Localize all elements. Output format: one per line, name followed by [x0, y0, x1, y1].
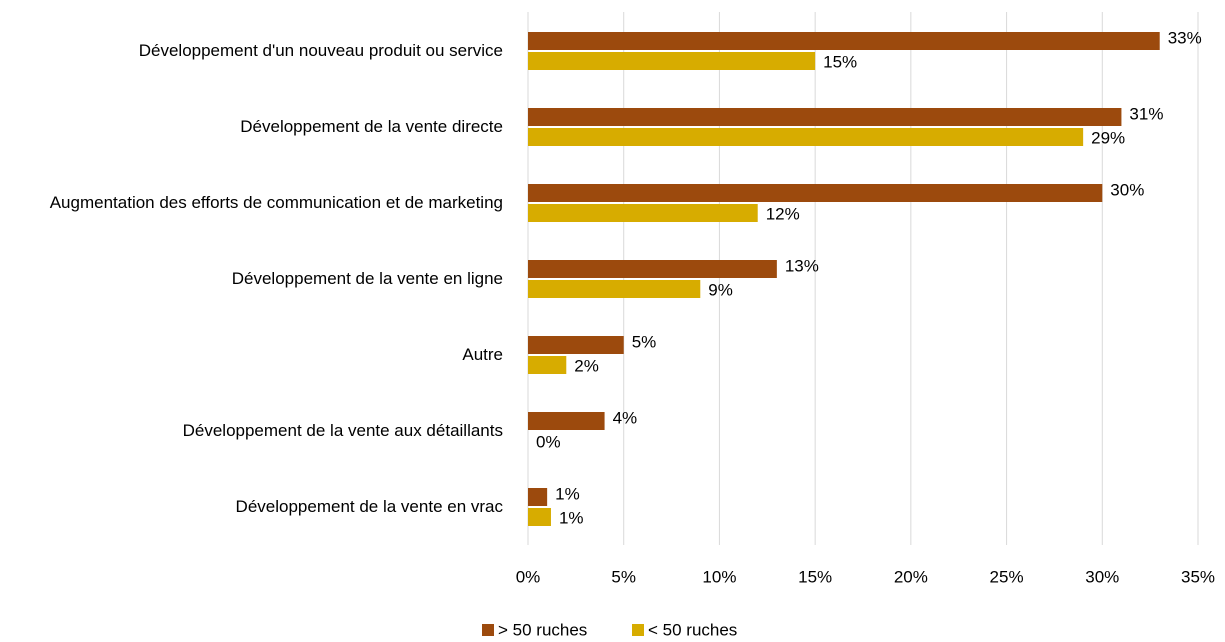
- bar: [528, 32, 1160, 50]
- category-text: Autre: [462, 345, 503, 364]
- data-label: 30%: [1110, 180, 1144, 199]
- category-text: Développement de la vente en ligne: [231, 269, 503, 288]
- category-label: Développement de la vente directe: [6, 115, 503, 139]
- category-text: Développement de la vente directe: [240, 117, 503, 136]
- data-label: 12%: [766, 204, 800, 223]
- data-label: 1%: [559, 508, 584, 527]
- category-label: Développement d'un nouveau produit ou se…: [6, 39, 503, 63]
- legend-swatch: [482, 624, 494, 636]
- category-text: Développement de la vente aux détaillant…: [182, 421, 503, 440]
- data-label: 5%: [632, 332, 657, 351]
- data-label: 9%: [708, 280, 733, 299]
- bar: [528, 356, 567, 374]
- bar: [528, 52, 816, 70]
- bar: [528, 336, 624, 354]
- category-label: Augmentation des efforts de communicatio…: [6, 191, 503, 215]
- x-tick-label: 10%: [702, 567, 736, 586]
- category-label: Développement de la vente en vrac: [6, 495, 503, 519]
- bar: [528, 508, 551, 526]
- category-text: Développement de la vente en vrac: [235, 497, 503, 516]
- data-label: 1%: [555, 484, 580, 503]
- x-tick-label: 25%: [990, 567, 1024, 586]
- bar: [528, 260, 777, 278]
- x-tick-label: 15%: [798, 567, 832, 586]
- bar: [528, 128, 1084, 146]
- data-label: 31%: [1129, 104, 1163, 123]
- x-tick-label: 35%: [1181, 567, 1215, 586]
- legend-swatch: [632, 624, 644, 636]
- category-label: Développement de la vente aux détaillant…: [6, 419, 503, 443]
- bar: [528, 108, 1122, 126]
- x-tick-label: 0%: [516, 567, 541, 586]
- category-text: Développement d'un nouveau produit ou se…: [138, 41, 503, 60]
- data-label: 2%: [574, 356, 599, 375]
- category-label: Développement de la vente en ligne: [6, 267, 503, 291]
- data-label: 29%: [1091, 128, 1125, 147]
- x-tick-label: 20%: [894, 567, 928, 586]
- data-label: 33%: [1168, 28, 1202, 47]
- legend-label: > 50 ruches: [498, 620, 587, 639]
- data-label: 4%: [613, 408, 638, 427]
- x-tick-label: 5%: [611, 567, 636, 586]
- bar: [528, 280, 701, 298]
- bar: [528, 184, 1103, 202]
- category-text: Augmentation des efforts de communicatio…: [49, 193, 503, 212]
- bar: [528, 488, 548, 506]
- data-label: 15%: [823, 52, 857, 71]
- legend-label: < 50 ruches: [648, 620, 737, 639]
- x-tick-label: 30%: [1085, 567, 1119, 586]
- data-label: 13%: [785, 256, 819, 275]
- bar: [528, 412, 605, 430]
- category-label: Autre: [6, 343, 503, 367]
- bar: [528, 204, 758, 222]
- data-label: 0%: [536, 432, 561, 451]
